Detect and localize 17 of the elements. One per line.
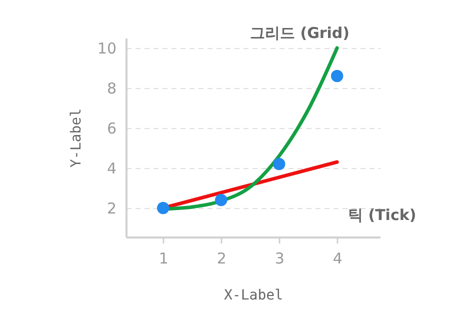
y-tick-label: 8 (106, 80, 116, 98)
point (272, 158, 286, 170)
point (214, 194, 228, 206)
y-tick-label: 10 (97, 40, 116, 58)
x-axis-title: X-Label (224, 288, 284, 304)
y-tick-label: 4 (106, 160, 116, 178)
y-axis-title: Y-Label (68, 108, 84, 168)
annotation: 틱 (Tick) (348, 206, 416, 224)
point (330, 70, 344, 82)
x-tick-label: 1 (158, 250, 168, 268)
point (156, 202, 170, 214)
y-tick-label: 6 (106, 120, 116, 138)
x-tick-label: 4 (332, 250, 342, 268)
x-tick-label: 3 (274, 250, 284, 268)
x-tick-label: 2 (216, 250, 226, 268)
y-tick-label: 2 (106, 200, 116, 218)
annotation: 그리드 (Grid) (250, 24, 350, 42)
